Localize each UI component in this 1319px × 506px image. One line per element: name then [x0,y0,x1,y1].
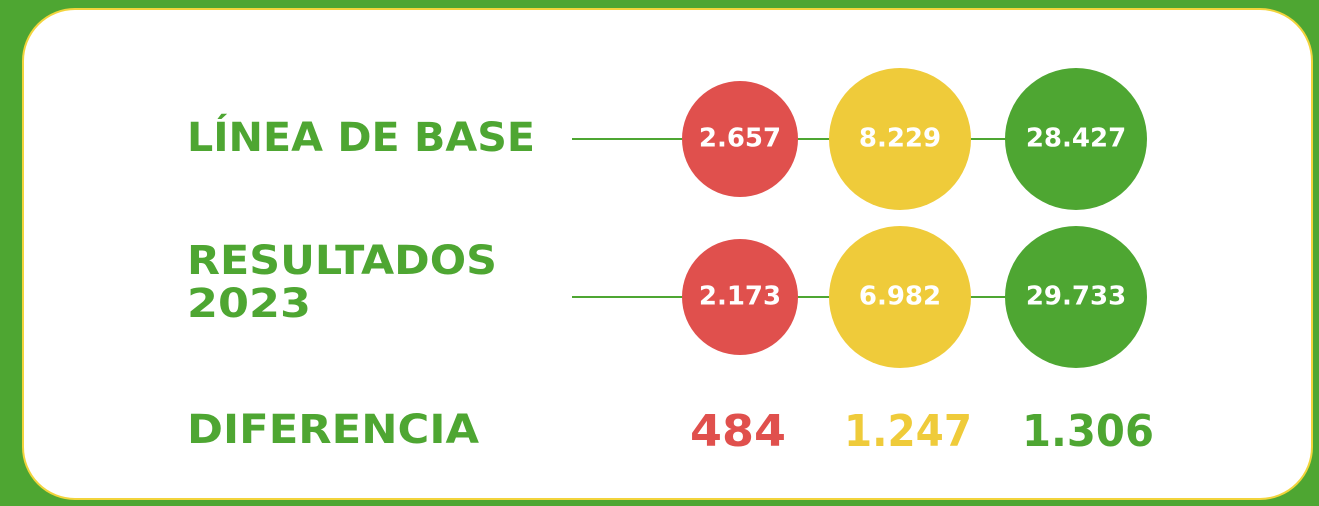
green-circle [1005,226,1147,368]
value: 8.229 [859,124,941,154]
value: 29.733 [1026,282,1126,312]
yellow-circle [829,226,971,368]
card [22,8,1313,500]
difference-value: 484 [690,406,786,457]
yellow-circle [829,68,971,210]
row-label: 2023 [187,281,311,327]
red-circle [682,239,798,355]
row-label: DIFERENCIA [187,407,479,453]
green-circle [1005,68,1147,210]
value: 2.657 [699,124,781,154]
value: 2.173 [699,282,781,312]
difference-value: 1.247 [844,406,972,457]
value: 28.427 [1026,124,1126,154]
row-label: LÍNEA DE BASE [187,113,535,161]
difference-value: 1.306 [1022,406,1154,457]
red-circle [682,81,798,197]
row-label: RESULTADOS [187,238,497,284]
value: 6.982 [859,282,941,312]
